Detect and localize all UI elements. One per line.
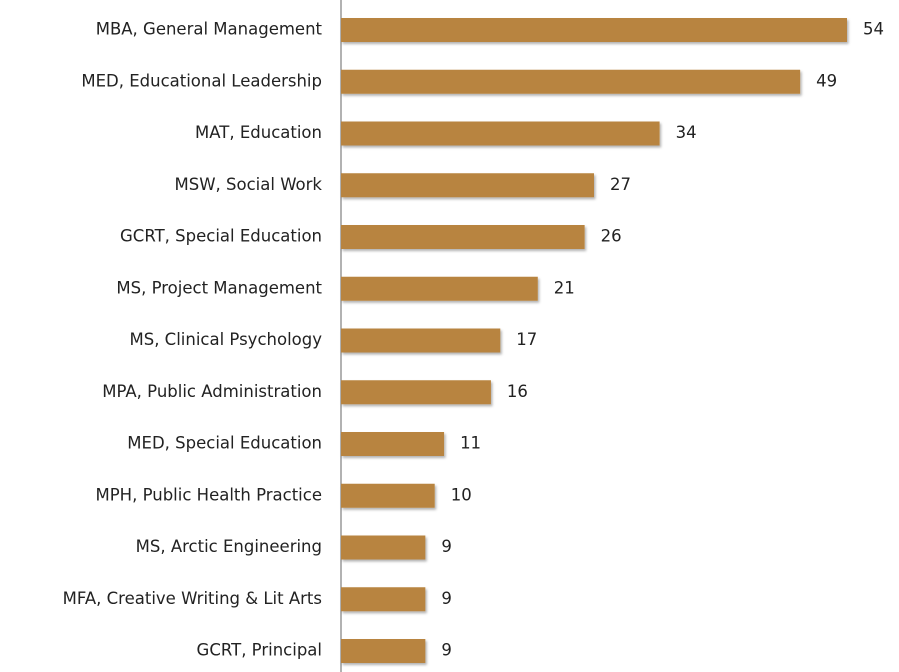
bar [341,535,426,560]
category-label: GCRT, Special Education [120,227,322,246]
category-label: MPH, Public Health Practice [96,485,323,504]
bar [341,69,801,94]
category-label: MBA, General Management [96,20,323,39]
bar [341,328,501,353]
value-label: 9 [441,641,452,660]
category-label: MFA, Creative Writing & Lit Arts [63,589,322,608]
value-label: 9 [441,589,452,608]
value-label: 49 [816,71,837,90]
value-label: 9 [441,537,452,556]
category-label: MS, Project Management [116,278,322,297]
bar [341,483,435,508]
bar [341,121,660,146]
bar [341,276,538,301]
bar [341,380,491,405]
category-label: MS, Arctic Engineering [136,537,322,556]
value-label: 16 [507,382,528,401]
value-label: 11 [460,434,481,453]
value-label: 21 [554,278,575,297]
category-label: MED, Special Education [127,434,322,453]
value-label: 17 [516,330,537,349]
bar [341,639,426,663]
bar [341,173,594,198]
bar [341,18,847,42]
value-label: 10 [451,485,472,504]
value-label: 27 [610,175,631,194]
category-label: MED, Educational Leadership [81,71,322,90]
value-label: 54 [863,20,884,39]
category-label: MS, Clinical Psychology [129,330,322,349]
bar [341,225,585,249]
bar [341,432,445,456]
category-label: MSW, Social Work [175,175,323,194]
category-label: GCRT, Principal [197,641,322,660]
value-label: 34 [676,123,697,142]
value-label: 26 [601,227,622,246]
category-label: MPA, Public Administration [102,382,322,401]
category-label: MAT, Education [195,123,322,142]
bar [341,587,426,612]
